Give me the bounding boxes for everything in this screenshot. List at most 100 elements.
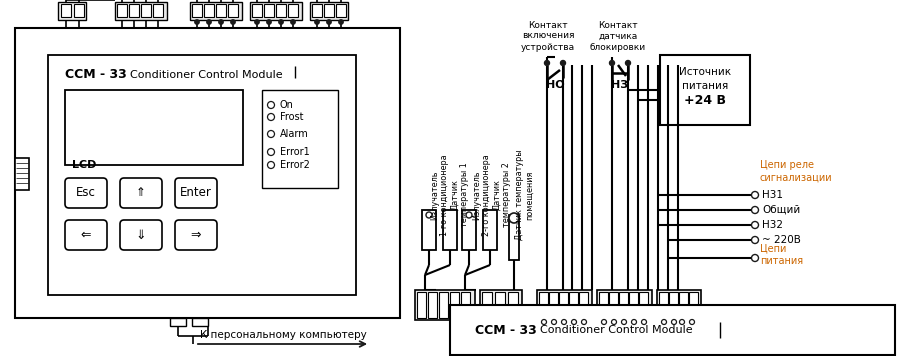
Circle shape: [680, 319, 685, 325]
Bar: [508, 292, 518, 318]
Text: +24 В: +24 В: [684, 94, 726, 106]
Bar: [276, 4, 286, 17]
Text: Alarm: Alarm: [280, 129, 309, 139]
Text: Conditioner Control Module: Conditioner Control Module: [130, 70, 283, 80]
Bar: [461, 292, 470, 318]
Text: ⇒: ⇒: [191, 229, 202, 241]
Text: ⇓: ⇓: [136, 229, 146, 241]
Text: Общий: Общий: [762, 205, 800, 215]
Bar: [679, 292, 688, 318]
Bar: [660, 55, 750, 125]
Text: сигнализации: сигнализации: [760, 173, 833, 183]
Circle shape: [544, 61, 550, 66]
Text: К персональному компьютеру: К персональному компьютеру: [200, 330, 367, 340]
Bar: [264, 4, 274, 17]
Bar: [659, 292, 668, 318]
Circle shape: [327, 20, 331, 24]
Text: блокировки: блокировки: [590, 42, 646, 52]
Text: Enter: Enter: [180, 187, 211, 199]
Bar: [192, 4, 202, 17]
Bar: [310, 2, 348, 20]
Bar: [428, 292, 437, 318]
Bar: [15, 28, 400, 318]
Bar: [65, 90, 243, 165]
Text: CCM - 33: CCM - 33: [475, 324, 536, 336]
Bar: [129, 4, 139, 17]
FancyBboxPatch shape: [120, 220, 162, 250]
Circle shape: [662, 319, 667, 325]
Text: On: On: [280, 100, 294, 110]
Bar: [422, 210, 436, 250]
Text: Излучатель
1-го кондиционера: Излучатель 1-го кондиционера: [430, 154, 449, 236]
Text: Контакт: Контакт: [528, 21, 568, 30]
Bar: [537, 290, 592, 320]
Bar: [153, 4, 163, 17]
Bar: [170, 318, 186, 326]
Text: НО: НО: [545, 80, 564, 90]
Bar: [288, 4, 298, 17]
Bar: [495, 292, 505, 318]
Text: устройства: устройства: [521, 42, 575, 52]
Bar: [450, 292, 459, 318]
Bar: [415, 290, 475, 320]
Text: питания: питания: [682, 81, 728, 91]
Bar: [549, 292, 558, 318]
Circle shape: [609, 61, 615, 66]
Bar: [509, 215, 519, 260]
Text: питания: питания: [760, 256, 803, 266]
Circle shape: [752, 192, 759, 199]
Bar: [559, 292, 568, 318]
Bar: [569, 292, 578, 318]
Bar: [117, 4, 127, 17]
Circle shape: [315, 20, 320, 24]
Text: Датчик
температуры 1: Датчик температуры 1: [450, 163, 470, 227]
Text: Контакт: Контакт: [598, 21, 638, 30]
Circle shape: [267, 114, 274, 120]
Circle shape: [581, 319, 587, 325]
Bar: [262, 90, 338, 188]
Circle shape: [572, 319, 577, 325]
Bar: [252, 4, 262, 17]
Text: Излучатель
2-го кондиционера: Излучатель 2-го кондиционера: [472, 154, 491, 236]
Bar: [483, 210, 497, 250]
Bar: [597, 290, 652, 320]
Circle shape: [752, 255, 759, 262]
Circle shape: [689, 319, 695, 325]
Circle shape: [207, 20, 211, 24]
Circle shape: [601, 319, 607, 325]
Circle shape: [552, 319, 556, 325]
Circle shape: [291, 20, 295, 24]
Text: ⇐: ⇐: [81, 229, 91, 241]
FancyBboxPatch shape: [120, 178, 162, 208]
Circle shape: [611, 319, 616, 325]
Circle shape: [338, 20, 343, 24]
Bar: [204, 4, 214, 17]
Bar: [689, 292, 698, 318]
Bar: [228, 4, 238, 17]
Circle shape: [230, 20, 235, 24]
Bar: [480, 290, 522, 320]
Circle shape: [267, 131, 274, 137]
Circle shape: [542, 319, 546, 325]
Circle shape: [752, 206, 759, 214]
Bar: [443, 210, 457, 250]
Bar: [539, 292, 548, 318]
Circle shape: [642, 319, 646, 325]
Circle shape: [466, 212, 472, 218]
Circle shape: [561, 61, 565, 66]
Circle shape: [509, 213, 519, 223]
Text: Н32: Н32: [762, 220, 783, 230]
Text: Датчик
температуры 2: Датчик температуры 2: [492, 163, 511, 227]
Circle shape: [562, 319, 566, 325]
Bar: [312, 4, 322, 17]
Circle shape: [267, 162, 274, 168]
Bar: [482, 292, 492, 318]
Bar: [48, 55, 356, 295]
Text: Error1: Error1: [280, 147, 310, 157]
Bar: [216, 4, 226, 17]
Circle shape: [267, 148, 274, 156]
Text: Н31: Н31: [762, 190, 783, 200]
FancyBboxPatch shape: [175, 178, 217, 208]
Bar: [74, 4, 84, 17]
FancyBboxPatch shape: [65, 178, 107, 208]
